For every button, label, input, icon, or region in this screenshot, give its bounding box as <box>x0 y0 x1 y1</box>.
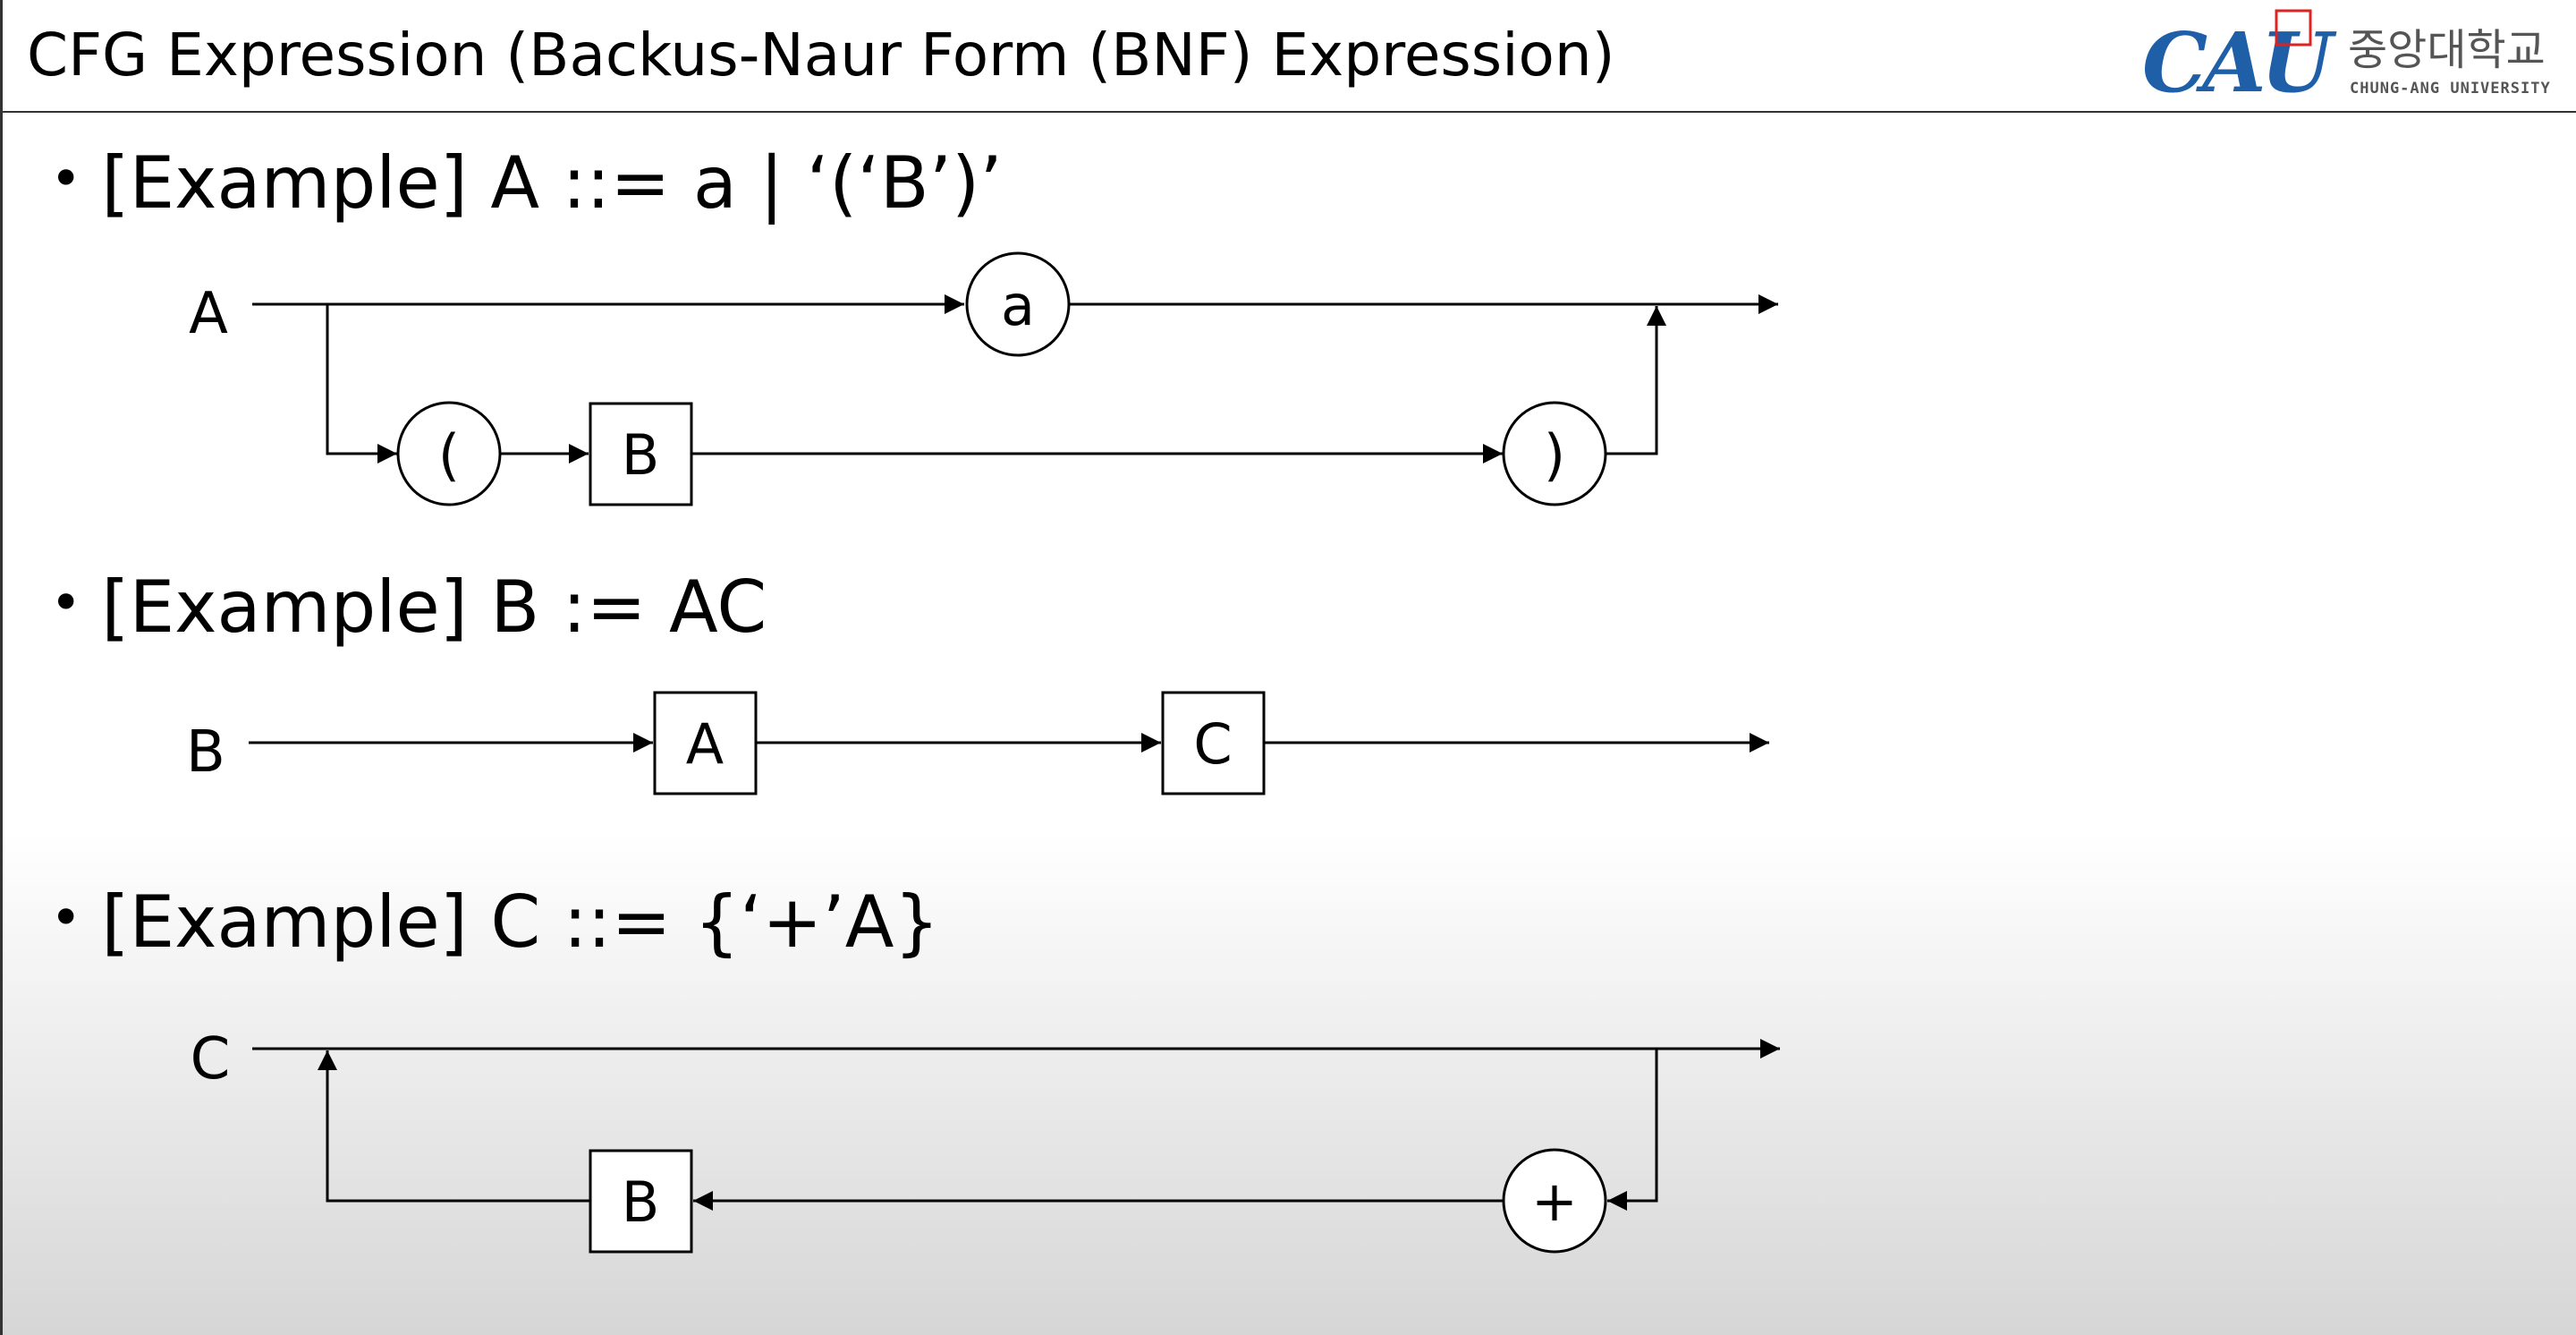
diagram-a-rule-label: A <box>189 281 228 347</box>
slide-left-border <box>0 0 3 1335</box>
diagram-c-plus-label: + <box>1531 1169 1578 1234</box>
diagram-c-nonterminal-b-label: B <box>622 1169 660 1235</box>
diagram-a-close-paren-label: ) <box>1544 422 1565 488</box>
diagram-c-loop-back <box>318 1050 590 1203</box>
example-a-bullet: • [Example] A ::= a | ‘(‘B’)’ <box>50 134 1003 228</box>
bullet-dot: • <box>50 887 82 949</box>
slide-header: CFG Expression (Backus-Naur Form (BNF) E… <box>0 0 2576 113</box>
diagram-a-merge-up <box>1606 306 1666 455</box>
diagram-a-terminal-a-label: a <box>1001 273 1035 338</box>
diagram-c-nonterminal-b-box <box>589 1149 693 1254</box>
diagram-a-nonterminal-b-label: B <box>622 422 660 488</box>
example-c-bullet: • [Example] C ::= {‘+’A} <box>50 873 939 967</box>
diagram-a: A a ( B ) <box>189 251 1778 506</box>
diagram-b-nonterminal-a-label: A <box>686 711 724 777</box>
diagram-b-nonterminal-a-box <box>653 691 758 795</box>
example-c-text: [Example] C ::= {‘+’A} <box>101 880 940 964</box>
diagram-c-loop-down <box>1607 1049 1658 1211</box>
example-b-text: [Example] B := AC <box>101 565 767 649</box>
university-logo: CAU 중앙대학교 CHUNG-ANG UNIVERSITY <box>2142 9 2551 108</box>
logo-english-text: CHUNG-ANG UNIVERSITY <box>2350 80 2551 98</box>
diagram-c: C + B <box>191 1026 1780 1254</box>
diagram-c-rule-label: C <box>191 1026 231 1093</box>
bullet-dot: • <box>50 148 82 210</box>
diagram-b-nonterminal-c-box <box>1161 691 1266 795</box>
example-b-bullet: • [Example] B := AC <box>50 558 767 652</box>
logo-cau-text: CAU <box>2142 14 2337 108</box>
logo-red-square <box>2275 9 2312 47</box>
diagram-b-nonterminal-c-label: C <box>1193 711 1232 777</box>
diagram-b-rule-label: B <box>186 719 225 786</box>
diagram-a-open-paren-label: ( <box>438 422 460 488</box>
example-a-text: [Example] A ::= a | ‘(‘B’)’ <box>101 141 1003 225</box>
bullet-dot: • <box>50 572 82 634</box>
diagram-a-nonterminal-b-box <box>589 402 693 506</box>
logo-korean-text: 중앙대학교 <box>2348 25 2546 75</box>
diagram-b: B A C <box>186 691 1769 795</box>
slide-title: CFG Expression (Backus-Naur Form (BNF) E… <box>27 21 1615 89</box>
diagram-a-branch-down <box>326 304 397 463</box>
